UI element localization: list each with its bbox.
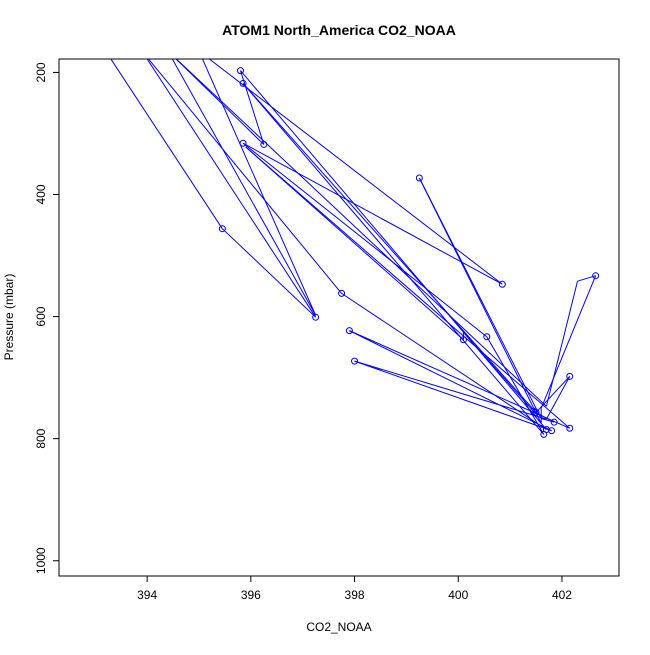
data-point xyxy=(566,372,574,380)
series-line-segment xyxy=(147,59,342,294)
series-line-segment xyxy=(221,228,317,318)
data-point xyxy=(483,333,491,341)
data-point xyxy=(239,79,247,87)
series-line-segment xyxy=(242,142,503,285)
chart-title: ATOM1 North_America CO2_NOAA xyxy=(222,22,456,38)
data-point xyxy=(312,313,320,321)
x-tick-label: 402 xyxy=(552,588,572,602)
series-line-segment xyxy=(201,59,317,316)
series-line-segment xyxy=(486,336,545,435)
series-line-segment xyxy=(245,146,464,341)
data-point xyxy=(566,424,574,432)
data-point xyxy=(498,280,506,288)
series-line-segment xyxy=(146,59,317,318)
data-point xyxy=(345,327,353,335)
series-line-segment xyxy=(208,59,503,285)
series-line-segment xyxy=(341,292,547,430)
data-point xyxy=(236,67,244,75)
series-line-segment xyxy=(171,59,317,316)
x-axis-label: CO2_NOAA xyxy=(306,620,371,634)
y-tick-label: 1000 xyxy=(34,547,48,574)
y-tick-label: 400 xyxy=(34,184,48,204)
y-axis-label: Pressure (mbar) xyxy=(2,274,16,361)
x-axis: 394 396 398 400 402 xyxy=(137,576,572,602)
series-line-segment xyxy=(240,70,265,145)
y-axis: 200 400 600 800 1000 xyxy=(34,62,59,574)
x-tick-label: 396 xyxy=(241,588,261,602)
data-point xyxy=(338,289,346,297)
series-line-segment xyxy=(349,330,552,432)
x-tick-label: 394 xyxy=(137,588,157,602)
data-point xyxy=(548,427,556,435)
series-line-segment xyxy=(242,83,545,435)
data-point xyxy=(529,407,537,415)
series-line-segment xyxy=(463,332,534,412)
series-line-segment xyxy=(242,83,537,413)
series-lines xyxy=(110,59,597,435)
series-line-segment xyxy=(245,146,571,429)
plot-frame xyxy=(58,58,620,577)
series-line-segment xyxy=(541,418,555,423)
series-line-segment xyxy=(545,281,579,407)
series-line-segment xyxy=(242,142,488,338)
series-line-segment xyxy=(354,360,547,420)
data-point xyxy=(540,430,548,438)
series-markers xyxy=(218,67,600,438)
data-point xyxy=(260,140,268,148)
y-tick-label: 800 xyxy=(34,428,48,448)
data-point xyxy=(550,418,558,426)
y-tick-label: 200 xyxy=(34,62,48,82)
data-point xyxy=(218,225,226,233)
data-point xyxy=(592,272,600,280)
data-point xyxy=(415,174,423,182)
x-tick-label: 400 xyxy=(448,588,468,602)
data-point xyxy=(239,139,247,147)
series-line-segment xyxy=(533,410,555,423)
series-line-segment xyxy=(240,70,547,430)
data-point xyxy=(351,357,359,365)
series-line-segment xyxy=(110,59,223,229)
x-tick-label: 398 xyxy=(345,588,365,602)
series-line-segment xyxy=(354,360,552,432)
series-line-segment xyxy=(175,59,547,407)
y-tick-label: 600 xyxy=(34,306,48,326)
series-line-segment xyxy=(540,275,597,409)
data-point xyxy=(459,336,467,344)
